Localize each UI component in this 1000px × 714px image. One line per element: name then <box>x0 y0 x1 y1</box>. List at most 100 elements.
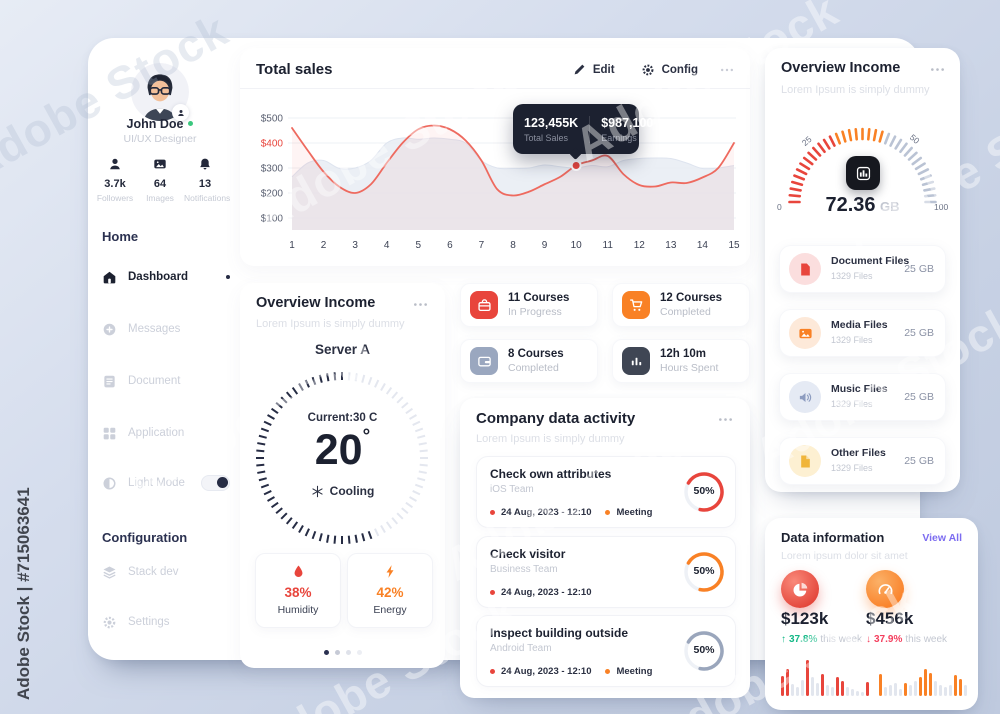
online-status-dot <box>188 121 194 126</box>
date-dot <box>490 669 495 674</box>
storage-value: 72.36 GB <box>825 194 900 216</box>
tooltip-earnings-value: $987,100 <box>601 115 654 130</box>
svg-text:$400: $400 <box>261 139 284 150</box>
bolt-icon <box>383 564 398 579</box>
svg-text:13: 13 <box>665 240 677 251</box>
contrast-icon <box>102 476 117 491</box>
file-row-music[interactable]: Music Files 1329 Files 25 GB <box>779 373 946 421</box>
total-sales-header: Total sales Edit Config <box>256 61 734 78</box>
sidebar-item-dashboard[interactable]: Dashboard <box>102 267 230 287</box>
svg-text:5: 5 <box>416 240 422 251</box>
config-button[interactable]: Config <box>641 63 698 77</box>
user-icon <box>108 157 122 171</box>
overview-income-subtitle: Lorem Ipsum is simply dummy <box>256 318 405 330</box>
energy-metric: 42% Energy <box>347 553 433 628</box>
meeting-dot <box>605 669 611 674</box>
toggle-knob <box>217 477 228 488</box>
svg-text:$200: $200 <box>261 189 284 200</box>
stat-notifications: 13 Notifications <box>184 157 230 203</box>
cooling-mode: Cooling <box>255 484 430 498</box>
svg-text:4: 4 <box>384 240 390 251</box>
gear-icon <box>102 615 117 630</box>
sidebar-item-settings[interactable]: Settings <box>102 612 230 632</box>
snowflake-icon <box>311 485 324 498</box>
file-doc-icon <box>789 253 821 285</box>
briefcase-icon <box>470 291 498 319</box>
sidebar-item-stack-dev[interactable]: Stack dev <box>102 562 230 582</box>
file-row-media[interactable]: Media Files 1329 Files 25 GB <box>779 309 946 357</box>
activity-title: Company data activity <box>476 410 636 427</box>
ellipsis-icon <box>718 412 733 427</box>
file-row-documents[interactable]: Document Files 1329 Files 25 GB <box>779 245 946 293</box>
image-icon <box>153 157 167 171</box>
profile-stats: 3.7k Followers 64 Images 13 Notification… <box>94 157 230 203</box>
header-divider <box>240 88 750 89</box>
sidebar-item-label: Dashboard <box>128 271 189 283</box>
pagination-dot[interactable] <box>356 650 362 655</box>
stat-card-in-progress: 11 Courses In Progress <box>460 283 598 327</box>
bar-chart-icon <box>622 347 650 375</box>
total-sales-title: Total sales <box>256 61 333 78</box>
weekly-change-1: ↑ 37.8% this week <box>781 634 863 645</box>
pagination-dot[interactable] <box>323 650 329 655</box>
weekly-change-2: ↓ 37.9% this week <box>866 634 948 645</box>
activity-item-check-visitor[interactable]: Check visitor Business Team 24 Aug, 2023… <box>476 536 736 608</box>
svg-text:9: 9 <box>542 240 548 251</box>
sidebar-item-label: Application <box>128 427 185 439</box>
activity-item-check-own-attributes[interactable]: Check own attributes iOS Team 24 Aug, 20… <box>476 456 736 528</box>
edit-button[interactable]: Edit <box>573 63 615 76</box>
bell-icon <box>198 157 212 171</box>
activity-item-inspect-building[interactable]: Inspect building outside Android Team 24… <box>476 615 736 687</box>
temperature-value: 20° <box>314 426 371 474</box>
sidebar-item-label: Settings <box>128 616 170 628</box>
tooltip-sales-value: 123,455K <box>524 115 579 130</box>
storage-title: Overview Income <box>781 60 901 76</box>
svg-text:1: 1 <box>289 240 295 251</box>
user-name: John Doe <box>95 117 225 131</box>
data-information-card <box>765 518 978 710</box>
stat-card-hours-spent: 12h 10m Hours Spent <box>612 339 750 383</box>
avatar-edit-badge[interactable] <box>172 104 189 121</box>
storage-subtitle: Lorem Ipsum is simply dummy <box>781 84 930 96</box>
file-row-other[interactable]: Other Files 1329 Files 25 GB <box>779 437 946 485</box>
date-dot <box>490 510 495 515</box>
pagination-dot[interactable] <box>345 650 351 655</box>
stat-followers: 3.7k Followers <box>94 157 136 203</box>
light-mode-toggle[interactable] <box>201 475 230 491</box>
progress-ring <box>684 472 724 512</box>
ellipsis-icon <box>413 297 428 312</box>
server-name: Server A <box>314 342 371 357</box>
weekly-bar-chart-2 <box>879 656 971 696</box>
svg-text:$300: $300 <box>261 164 284 175</box>
stat-images: 64 Images <box>139 157 181 203</box>
pagination-dot[interactable] <box>334 650 340 655</box>
sidebar-item-document[interactable]: Document <box>102 371 230 391</box>
sidebar-item-messages[interactable]: Messages <box>102 319 230 339</box>
activity-menu-button[interactable] <box>718 412 733 427</box>
weekly-stat-value-1: $123k <box>781 609 829 628</box>
gauge-label-100: 100 <box>934 202 949 212</box>
sales-menu-button[interactable] <box>720 63 734 77</box>
pencil-icon <box>573 63 586 76</box>
date-dot <box>490 590 495 595</box>
gauge-label-0: 0 <box>777 202 782 212</box>
svg-text:14: 14 <box>697 240 709 251</box>
media-image-icon <box>789 317 821 349</box>
wallet-icon <box>470 347 498 375</box>
svg-text:12: 12 <box>634 240 646 251</box>
sidebar-item-label: Document <box>128 375 181 387</box>
arrow-down-icon: ↓ <box>866 634 871 645</box>
ellipsis-icon <box>930 62 945 77</box>
storage-menu-button[interactable] <box>930 62 945 77</box>
stat-card-completed-2: 8 Courses Completed <box>460 339 598 383</box>
data-information-header: Data information View All <box>781 530 962 545</box>
section-home: Home <box>102 229 139 244</box>
arrow-up-icon: ↑ <box>781 634 786 645</box>
message-icon <box>102 322 117 337</box>
section-configuration: Configuration <box>102 530 188 545</box>
sidebar-item-application[interactable]: Application <box>102 423 230 443</box>
sidebar-item-light-mode[interactable]: Light Mode <box>102 473 230 493</box>
overview-menu-button[interactable] <box>413 297 428 312</box>
view-all-link[interactable]: View All <box>922 531 962 544</box>
